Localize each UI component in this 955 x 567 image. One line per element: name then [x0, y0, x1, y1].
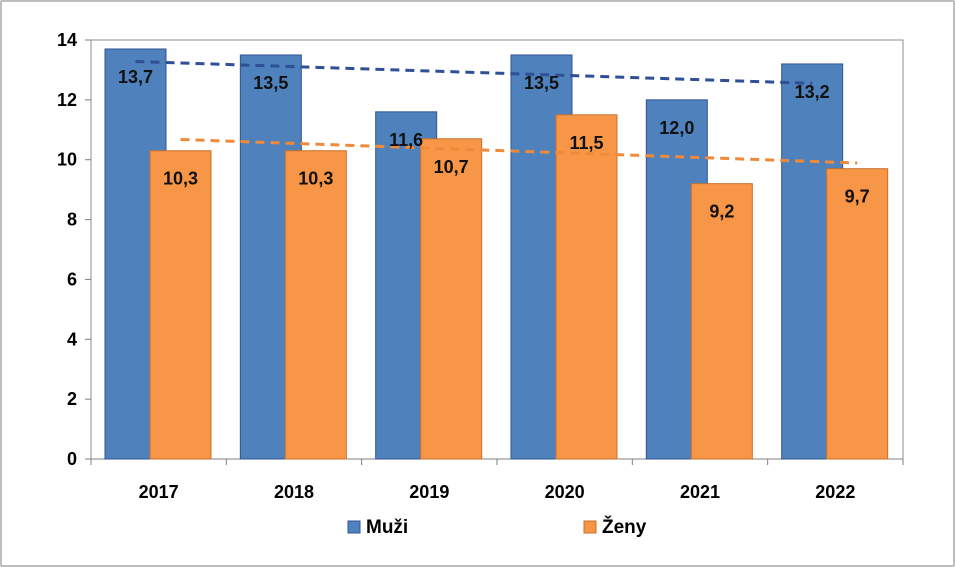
y-tick-label: 10: [57, 150, 77, 170]
y-tick-label: 6: [67, 269, 77, 289]
legend-label-zeny: Ženy: [602, 516, 647, 538]
data-label-zeny: 11,5: [569, 133, 603, 153]
bar-zeny: [420, 138, 483, 460]
data-label-muzi: 13,7: [118, 67, 153, 87]
legend-swatch-muzi: [347, 520, 361, 534]
y-tick-label: 2: [67, 389, 77, 409]
data-label-zeny: 9,2: [709, 202, 734, 222]
data-label-muzi: 12,0: [659, 118, 694, 138]
x-tick-label: 2022: [815, 482, 855, 502]
legend-swatch-zeny: [583, 520, 597, 534]
legend-label-muzi: Muži: [366, 517, 408, 538]
y-tick-label: 12: [57, 90, 77, 110]
data-label-zeny: 9,7: [845, 187, 870, 207]
bar-zeny: [690, 183, 753, 460]
data-label-zeny: 10,3: [298, 169, 333, 189]
x-tick-label: 2019: [409, 482, 449, 502]
data-label-muzi: 13,5: [524, 73, 559, 93]
bar-zeny: [555, 114, 618, 460]
trendline-zeny: [180, 137, 858, 165]
trendline-muzi: [135, 60, 813, 85]
data-label-zeny: 10,3: [163, 169, 198, 189]
y-tick-label: 4: [67, 329, 77, 349]
y-tick-label: 8: [67, 210, 77, 230]
x-tick-label: 2017: [139, 482, 179, 502]
legend: Muži Ženy: [347, 516, 647, 538]
data-label-zeny: 10,7: [434, 157, 469, 177]
data-label-muzi: 13,2: [795, 82, 830, 102]
bar-zeny: [149, 150, 212, 460]
bar-zeny: [826, 168, 889, 460]
x-tick-label: 2018: [274, 482, 314, 502]
plot-area: 0 2 4 6 8 10 12 14 2017 2018 2019 2020 2021 2022 13,7 1…: [57, 30, 904, 502]
y-tick-label: 0: [67, 449, 77, 469]
x-tick-label: 2020: [545, 482, 585, 502]
data-label-muzi: 11,6: [389, 130, 423, 150]
x-tick-label: 2021: [680, 482, 720, 502]
bar-zeny: [284, 150, 347, 460]
y-tick-label: 14: [57, 30, 77, 50]
data-label-muzi: 13,5: [253, 73, 288, 93]
